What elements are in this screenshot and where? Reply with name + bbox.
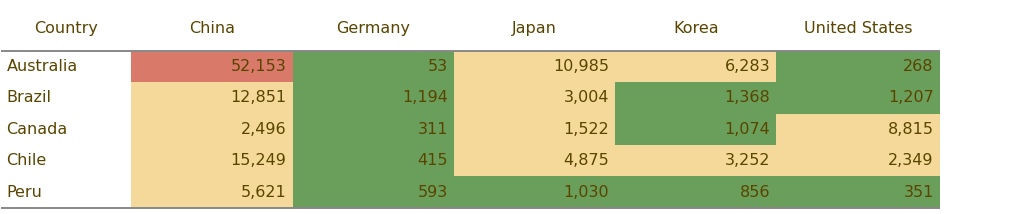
Text: 52,153: 52,153	[231, 59, 286, 74]
Bar	[777, 145, 940, 176]
Bar	[0, 176, 131, 208]
Text: 3,004: 3,004	[564, 90, 609, 105]
Bar	[615, 114, 777, 145]
Bar	[0, 51, 131, 82]
Text: Canada: Canada	[6, 122, 67, 137]
Bar	[454, 145, 615, 176]
Text: 593: 593	[418, 184, 448, 199]
Bar	[0, 114, 131, 145]
Bar	[292, 145, 454, 176]
Text: 1,030: 1,030	[563, 184, 609, 199]
Text: 3,252: 3,252	[725, 153, 771, 168]
Bar	[131, 51, 292, 82]
Bar	[777, 82, 940, 114]
Text: 268: 268	[903, 59, 934, 74]
Bar	[0, 145, 131, 176]
Text: Korea: Korea	[673, 21, 718, 36]
Bar	[131, 176, 292, 208]
Bar	[615, 82, 777, 114]
Bar	[777, 114, 940, 145]
Bar	[454, 51, 615, 82]
Text: Australia: Australia	[6, 59, 78, 74]
Text: 5,621: 5,621	[241, 184, 286, 199]
Text: Germany: Germany	[336, 21, 410, 36]
Bar	[131, 145, 292, 176]
Text: 1,368: 1,368	[725, 90, 771, 105]
Text: 311: 311	[417, 122, 448, 137]
Text: 1,522: 1,522	[563, 122, 609, 137]
Text: Brazil: Brazil	[6, 90, 51, 105]
Bar	[615, 51, 777, 82]
Bar	[292, 51, 454, 82]
Text: 53: 53	[427, 59, 448, 74]
Bar	[131, 114, 292, 145]
Text: Chile: Chile	[6, 153, 47, 168]
Bar	[454, 176, 615, 208]
Bar	[292, 82, 454, 114]
Bar	[454, 114, 615, 145]
Text: Country: Country	[34, 21, 98, 36]
Text: United States: United States	[804, 21, 913, 36]
Text: 10,985: 10,985	[553, 59, 609, 74]
Bar	[131, 82, 292, 114]
Text: 12,851: 12,851	[230, 90, 286, 105]
Text: 856: 856	[740, 184, 771, 199]
Bar	[292, 176, 454, 208]
Bar	[292, 114, 454, 145]
Bar	[777, 176, 940, 208]
Text: 15,249: 15,249	[231, 153, 286, 168]
Text: 8,815: 8,815	[888, 122, 934, 137]
Text: 2,349: 2,349	[888, 153, 934, 168]
Bar	[615, 145, 777, 176]
Bar	[615, 176, 777, 208]
Text: 415: 415	[417, 153, 448, 168]
Text: 1,194: 1,194	[402, 90, 448, 105]
Text: Peru: Peru	[6, 184, 42, 199]
Text: 6,283: 6,283	[725, 59, 771, 74]
Text: 1,074: 1,074	[725, 122, 771, 137]
Text: Japan: Japan	[512, 21, 557, 36]
Text: 4,875: 4,875	[563, 153, 609, 168]
Text: 1,207: 1,207	[888, 90, 934, 105]
Text: 2,496: 2,496	[241, 122, 286, 137]
Bar	[777, 51, 940, 82]
Bar	[0, 82, 131, 114]
Bar	[454, 82, 615, 114]
Text: China: China	[189, 21, 235, 36]
Text: 351: 351	[903, 184, 934, 199]
